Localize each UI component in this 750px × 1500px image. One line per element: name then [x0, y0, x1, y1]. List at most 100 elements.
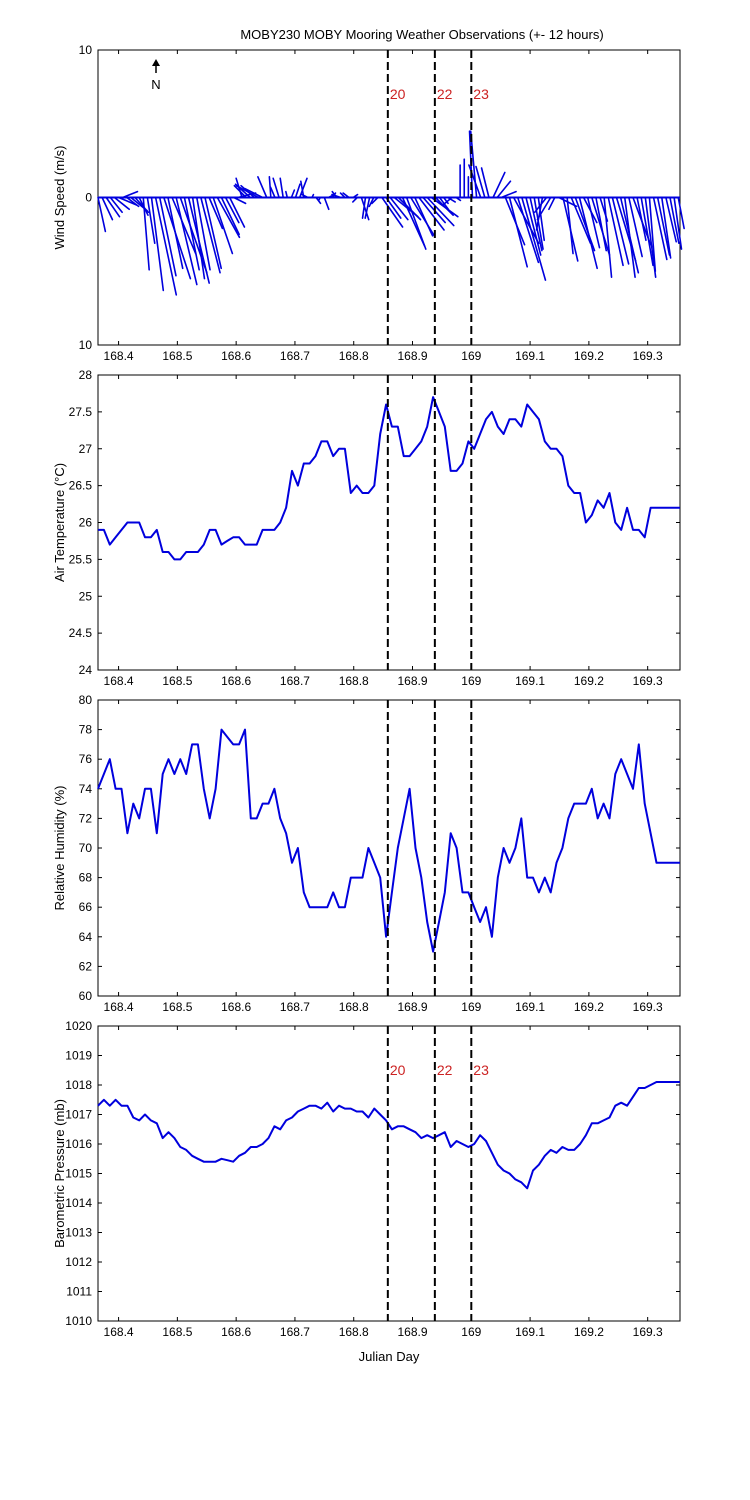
wind-vector	[434, 196, 454, 216]
wind-vector	[224, 196, 240, 224]
wind-vector	[212, 196, 234, 255]
wind-vector	[381, 196, 404, 228]
wind-vector	[142, 196, 150, 271]
wind-vector	[475, 165, 486, 199]
x-tick-label: 169	[461, 1000, 481, 1014]
wind-vector	[220, 196, 240, 236]
wind-vector	[469, 130, 478, 199]
wind-vector	[105, 196, 121, 218]
y-tick-label: 1015	[65, 1167, 92, 1181]
wind-vector	[228, 196, 246, 228]
y-tick-label: 64	[79, 930, 93, 944]
wind-vector	[167, 196, 184, 270]
wind-vector	[244, 187, 264, 199]
y-tick-label: 28	[79, 368, 93, 382]
event-label: 23	[473, 1062, 489, 1078]
wind-vector	[301, 193, 309, 199]
wind-vector	[272, 177, 280, 199]
wind-vector	[235, 184, 260, 199]
y-tick-label: 72	[79, 811, 93, 825]
wind-vector	[677, 196, 685, 230]
x-tick-label: 169.2	[574, 674, 604, 688]
wind-vector	[414, 196, 434, 237]
wind-vector	[339, 192, 346, 199]
x-tick-label: 169.3	[633, 674, 663, 688]
y-axis-label: Barometric Pressure (mb)	[52, 1099, 67, 1248]
x-tick-label: 168.8	[339, 674, 369, 688]
y-tick-label: 60	[79, 989, 93, 1003]
y-tick-label: 1014	[65, 1196, 92, 1210]
x-tick-label: 168.4	[104, 1000, 134, 1014]
air_temp-line	[98, 396, 680, 561]
x-tick-label: 169.3	[633, 349, 663, 363]
y-tick-label: 1019	[65, 1049, 92, 1063]
wind-vector	[109, 196, 123, 214]
x-tick-label: 169	[461, 349, 481, 363]
wind-vector	[371, 196, 379, 205]
wind-vector	[154, 196, 178, 296]
y-tick-label: 0	[85, 191, 92, 205]
wind-vector	[200, 196, 221, 274]
wind-vector	[204, 196, 223, 270]
x-tick-label: 168.5	[162, 349, 192, 363]
air-temperature-panel: 24 24.5 25 25.5 26 26.5 27 27.5 28 168.4 168.5 168.…	[52, 368, 681, 688]
wind-vector	[191, 196, 206, 280]
wind-vector	[364, 196, 371, 219]
y-tick-label: 70	[79, 841, 93, 855]
wind-vector	[342, 192, 350, 199]
y-tick-label: 76	[79, 752, 93, 766]
y-tick-label: 25.5	[69, 552, 93, 566]
wind-vector	[660, 196, 672, 259]
wind-vector	[512, 196, 540, 245]
y-tick-label: 24.5	[69, 626, 93, 640]
x-tick-label: 168.7	[280, 1325, 310, 1339]
wind-vector	[640, 196, 654, 267]
plot-frame	[97, 699, 681, 997]
y-tick-label: 68	[79, 871, 93, 885]
wind-vector	[426, 196, 455, 227]
y-tick-label: 24	[79, 663, 93, 677]
event-label: 22	[437, 1062, 453, 1078]
x-tick-label: 168.5	[162, 1000, 192, 1014]
wind-vector	[389, 196, 409, 221]
wind-vector	[521, 196, 547, 281]
x-tick-label: 168.8	[339, 1325, 369, 1339]
y-tick-label: 26	[79, 516, 93, 530]
event-label: 22	[437, 86, 453, 102]
humidity-line	[97, 728, 680, 953]
wind-vector	[516, 196, 540, 264]
x-tick-label: 168.8	[339, 1000, 369, 1014]
y-tick-label: 1013	[65, 1226, 92, 1240]
x-tick-label: 168.5	[162, 674, 192, 688]
x-tick-label: 168.9	[397, 1000, 427, 1014]
figure-title: MOBY230 MOBY Mooring Weather Observation…	[240, 27, 603, 42]
x-tick-label: 169.2	[574, 1000, 604, 1014]
wind-vector	[607, 196, 624, 267]
wind-vector	[529, 196, 543, 252]
wind-vector	[279, 177, 284, 199]
wind-vector	[586, 196, 601, 249]
wind-vector	[570, 196, 592, 245]
wind-vector	[492, 171, 506, 199]
relative-humidity-panel: 60 62 64 66 68 70 72 74 76 78 80 168.4 168.5 168.6 168…	[52, 693, 681, 1014]
wind-vector	[578, 196, 598, 270]
wind-vector	[269, 186, 276, 199]
y-tick-label: 1017	[65, 1108, 92, 1122]
x-tick-label: 168.5	[162, 1325, 192, 1339]
x-tick-label: 169.2	[574, 349, 604, 363]
wind-vector	[533, 196, 548, 214]
y-tick-label: 27.5	[69, 405, 93, 419]
event-label: 20	[390, 1062, 406, 1078]
y-tick-label: 1012	[65, 1255, 92, 1269]
x-tick-label: 168.6	[221, 1000, 251, 1014]
wind-vector	[117, 196, 138, 206]
wind-vector	[113, 196, 131, 211]
wind-vector	[331, 193, 342, 199]
x-tick-label: 169.1	[515, 674, 545, 688]
y-tick-label: 10	[79, 43, 93, 57]
y-tick-label: 1020	[65, 1019, 92, 1033]
y-tick-label: 1016	[65, 1137, 92, 1151]
wind-vector	[397, 196, 422, 221]
wind-vector	[508, 196, 529, 268]
wind-vector	[290, 189, 296, 199]
